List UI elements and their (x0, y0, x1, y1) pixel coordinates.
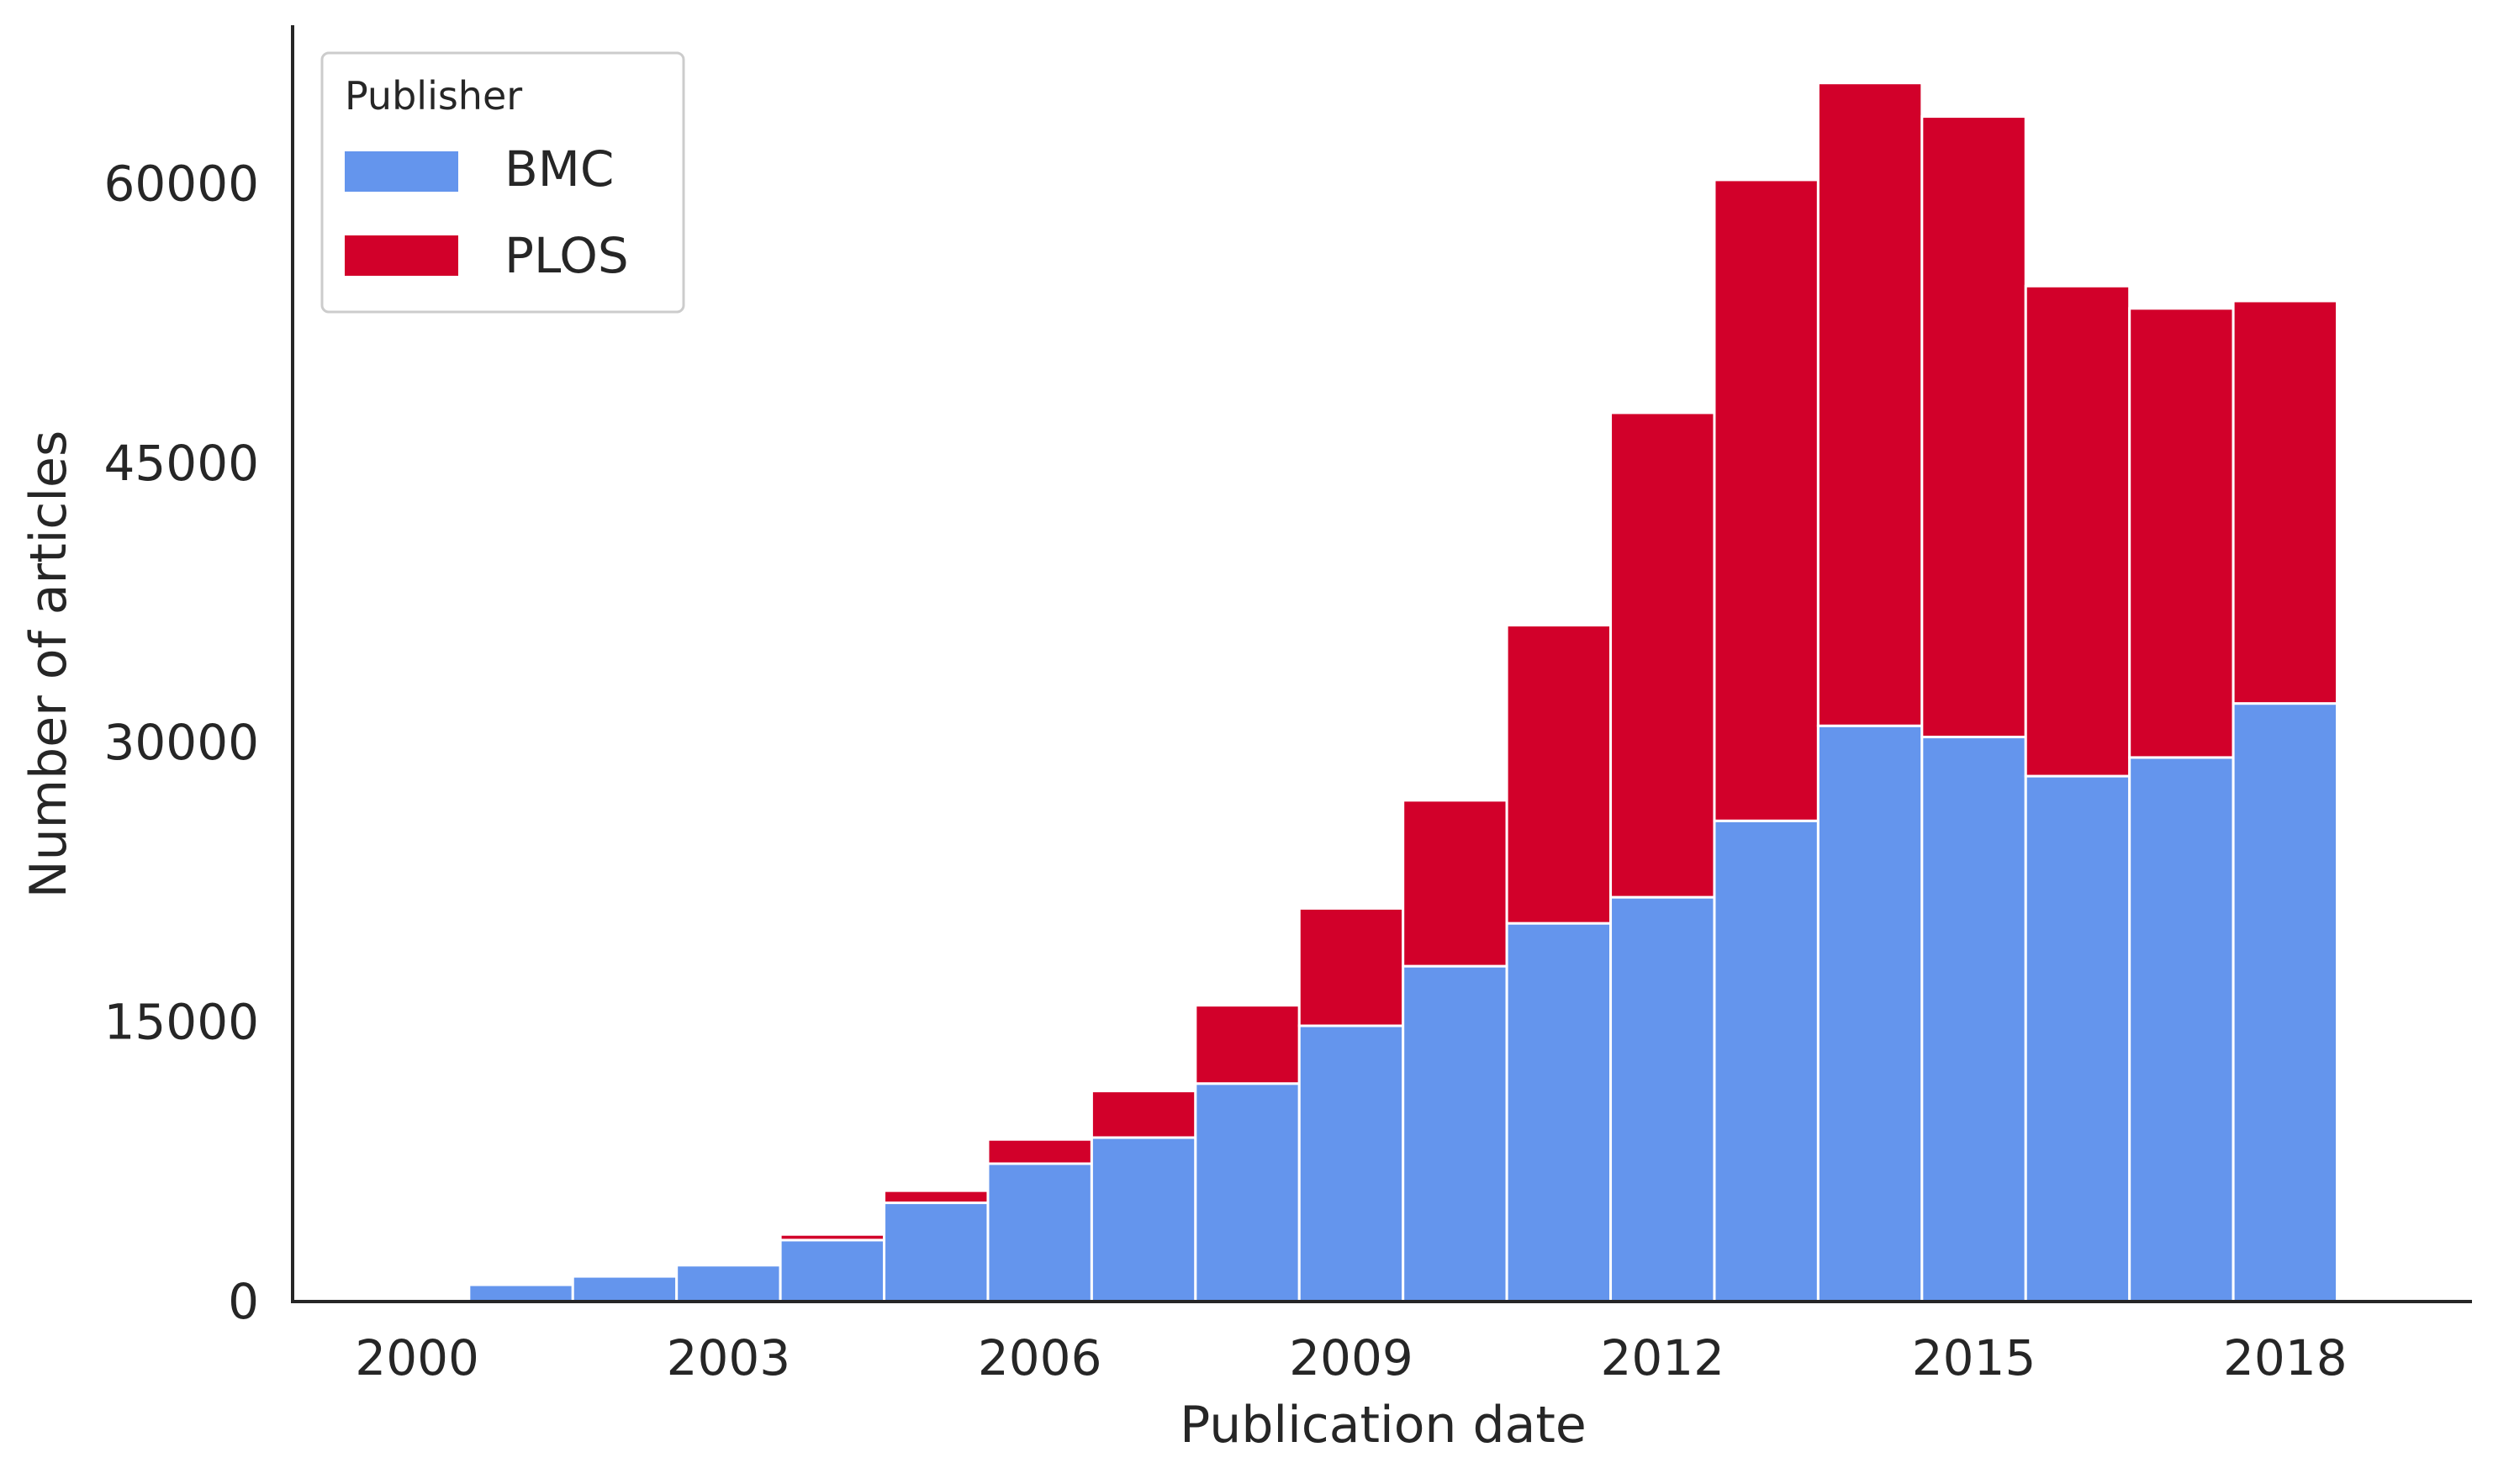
bar-bmc-2005 (883, 1201, 990, 1303)
legend-title: Publisher (345, 73, 522, 119)
legend-label-plos: PLOS (504, 227, 629, 284)
y-tick-label: 60000 (103, 155, 259, 212)
x-tick-label: 2018 (2223, 1329, 2348, 1386)
legend-swatch-bmc (345, 151, 458, 192)
bar-plos-2013 (1713, 178, 1820, 822)
x-tick-label: 2015 (1912, 1329, 2036, 1386)
bar-bmc-2002 (571, 1275, 679, 1303)
bar-plos-2011 (1505, 624, 1613, 925)
y-tick-label: 15000 (103, 994, 259, 1051)
y-tick-labels: 0 15000 30000 45000 60000 (103, 155, 259, 1330)
bar-plos-2018 (2232, 299, 2339, 705)
y-tick-label: 0 (228, 1273, 259, 1330)
bar-plos-2005 (883, 1189, 990, 1205)
bar-plos-2009 (1297, 906, 1405, 1027)
y-axis-label: Number of articles (19, 430, 78, 898)
bar-bmc-2012 (1609, 895, 1716, 1303)
bar-bmc-2017 (2128, 756, 2235, 1303)
legend-label-bmc: BMC (504, 140, 614, 198)
bar-bmc-2006 (986, 1162, 1093, 1303)
x-tick-label: 2000 (355, 1329, 479, 1386)
bar-plos-2004 (779, 1233, 886, 1242)
bar-plos-2017 (2128, 307, 2235, 759)
axes (291, 25, 2472, 1303)
bar-bmc-2007 (1090, 1136, 1197, 1303)
bar-bmc-2010 (1402, 964, 1508, 1303)
bar-plos-2016 (2024, 284, 2131, 778)
bar-bmc-2008 (1194, 1082, 1301, 1303)
x-tick-label: 2012 (1600, 1329, 1725, 1386)
x-tick-labels: 2000 2003 2006 2009 2012 2015 2018 (355, 1329, 2347, 1386)
bar-plos-2007 (1090, 1090, 1197, 1139)
bar-bmc-2013 (1713, 819, 1820, 1303)
bar-bmc-2014 (1816, 724, 1924, 1303)
legend: Publisher BMC PLOS (320, 51, 685, 314)
x-tick-label: 2003 (667, 1329, 791, 1386)
x-tick-label: 2006 (978, 1329, 1102, 1386)
y-tick-label: 30000 (103, 714, 259, 771)
bar-bmc-2018 (2232, 702, 2339, 1303)
legend-swatch-plos (345, 235, 458, 276)
bar-bmc-2016 (2024, 774, 2131, 1303)
x-tick-label: 2009 (1289, 1329, 1413, 1386)
bar-bmc-2011 (1505, 922, 1613, 1303)
bar-plos-2006 (986, 1138, 1093, 1165)
bar-bmc-2001 (467, 1283, 574, 1303)
bar-plos-2014 (1816, 82, 1924, 727)
bar-bmc-2003 (675, 1264, 782, 1303)
bar-plos-2015 (1920, 115, 2027, 739)
bar-plos-2012 (1609, 411, 1716, 899)
bars-layer (363, 82, 2339, 1303)
bar-plos-2010 (1402, 799, 1508, 968)
x-axis-label: Publication date (1180, 1396, 1587, 1455)
y-tick-label: 45000 (103, 435, 259, 492)
bar-plos-2008 (1194, 1004, 1301, 1085)
bar-bmc-2009 (1297, 1024, 1405, 1303)
bar-bmc-2004 (779, 1238, 886, 1303)
bar-bmc-2015 (1920, 736, 2027, 1303)
